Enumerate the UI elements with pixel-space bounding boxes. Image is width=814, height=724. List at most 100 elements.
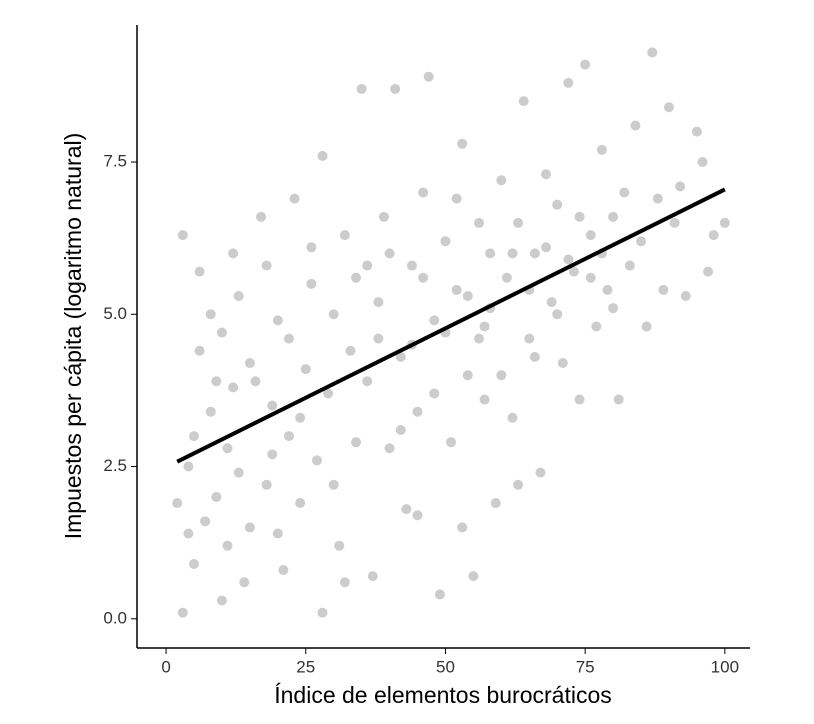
- data-point: [423, 71, 434, 82]
- data-point: [216, 595, 227, 606]
- data-point: [624, 260, 635, 271]
- data-point: [267, 449, 278, 460]
- data-point: [300, 364, 311, 375]
- y-tick-label: 7.5: [103, 152, 127, 171]
- data-point: [574, 394, 585, 405]
- data-point: [183, 461, 194, 472]
- data-point: [177, 230, 188, 241]
- data-point: [412, 406, 423, 417]
- data-point: [552, 309, 563, 320]
- x-tick-label: 50: [436, 657, 455, 676]
- data-point: [317, 150, 328, 161]
- data-point: [518, 96, 529, 107]
- data-point: [183, 528, 194, 539]
- data-point: [602, 284, 613, 295]
- data-point: [239, 577, 250, 588]
- data-point: [585, 230, 596, 241]
- y-tick-label: 5.0: [103, 304, 127, 323]
- data-point: [233, 467, 244, 478]
- data-point: [311, 455, 322, 466]
- data-point: [390, 83, 401, 94]
- data-point: [563, 77, 574, 88]
- data-point: [697, 157, 708, 168]
- data-point: [608, 303, 619, 314]
- data-point: [591, 321, 602, 332]
- data-point: [513, 479, 524, 490]
- data-point: [490, 498, 501, 509]
- data-point: [479, 321, 490, 332]
- data-point: [708, 230, 719, 241]
- data-point: [462, 370, 473, 381]
- data-point: [636, 236, 647, 247]
- data-point: [222, 540, 233, 551]
- x-tick-label: 0: [161, 657, 170, 676]
- data-point: [188, 431, 199, 442]
- data-point: [418, 272, 429, 283]
- x-tick-label: 75: [576, 657, 595, 676]
- data-point: [513, 217, 524, 228]
- data-point: [524, 333, 535, 344]
- data-point: [194, 266, 205, 277]
- data-point: [228, 248, 239, 259]
- data-point: [630, 120, 641, 131]
- data-point: [334, 540, 345, 551]
- data-point: [412, 510, 423, 521]
- data-point: [306, 278, 317, 289]
- data-point: [200, 516, 211, 527]
- data-point: [619, 187, 630, 198]
- data-point: [691, 126, 702, 137]
- y-tick-label: 0.0: [103, 608, 127, 627]
- data-point: [541, 242, 552, 253]
- data-point: [384, 443, 395, 454]
- data-point: [457, 138, 468, 149]
- data-point: [535, 467, 546, 478]
- data-point: [295, 498, 306, 509]
- data-point: [233, 291, 244, 302]
- data-point: [563, 254, 574, 265]
- data-point: [574, 211, 585, 222]
- data-point: [406, 260, 417, 271]
- data-point: [356, 83, 367, 94]
- data-point: [440, 236, 451, 247]
- data-point: [546, 297, 557, 308]
- data-point: [216, 327, 227, 338]
- data-point: [596, 144, 607, 155]
- data-point: [362, 260, 373, 271]
- y-tick-label: 2.5: [103, 456, 127, 475]
- data-point: [323, 388, 334, 399]
- data-point: [462, 291, 473, 302]
- data-point: [328, 309, 339, 320]
- data-point: [451, 193, 462, 204]
- data-point: [552, 199, 563, 210]
- data-point: [479, 394, 490, 405]
- data-point: [429, 315, 440, 326]
- data-point: [395, 424, 406, 435]
- data-point: [451, 284, 462, 295]
- x-tick-label: 100: [711, 657, 739, 676]
- data-point: [188, 558, 199, 569]
- data-point: [529, 351, 540, 362]
- x-axis-title: Índice de elementos burocráticos: [274, 682, 612, 708]
- data-point: [328, 479, 339, 490]
- data-point: [473, 217, 484, 228]
- data-point: [557, 357, 568, 368]
- data-point: [211, 376, 222, 387]
- data-point: [652, 193, 663, 204]
- data-point: [250, 376, 261, 387]
- data-point: [501, 272, 512, 283]
- data-point: [585, 272, 596, 283]
- data-point: [283, 333, 294, 344]
- data-point: [434, 589, 445, 600]
- data-point: [641, 321, 652, 332]
- data-point: [473, 333, 484, 344]
- data-point: [306, 242, 317, 253]
- x-tick-label: 25: [296, 657, 315, 676]
- data-point: [373, 297, 384, 308]
- data-point: [295, 412, 306, 423]
- data-point: [457, 522, 468, 533]
- data-point: [608, 211, 619, 222]
- data-point: [429, 388, 440, 399]
- data-point: [211, 491, 222, 502]
- data-point: [244, 522, 255, 533]
- data-point: [244, 357, 255, 368]
